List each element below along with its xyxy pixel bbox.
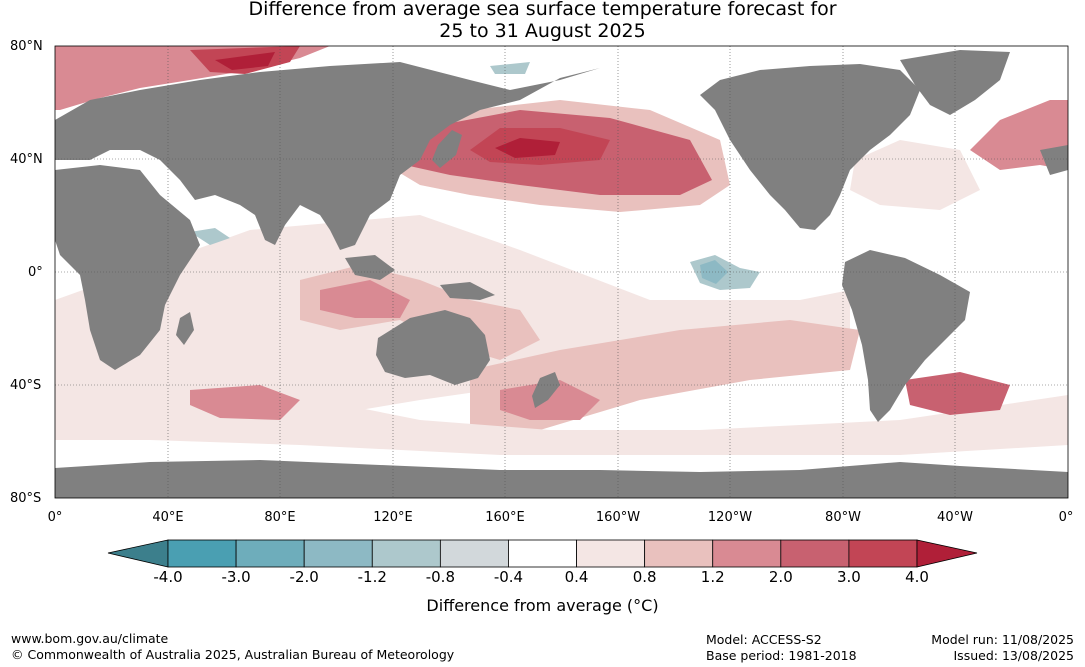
land-south-america xyxy=(842,250,970,422)
warm-anomaly-south-indian xyxy=(190,385,300,420)
warm-anomaly-tasman xyxy=(500,380,600,420)
land-eurasia xyxy=(55,62,600,250)
land-europe-north xyxy=(1040,145,1068,175)
colorbar-tick: -1.2 xyxy=(357,568,387,586)
lon-label-40w: 40°W xyxy=(937,510,973,525)
colorbar-swatches xyxy=(167,539,918,568)
colorbar-swatch xyxy=(235,539,305,568)
colorbar-swatch xyxy=(167,539,237,568)
colorbar-swatch xyxy=(303,539,373,568)
land-australia xyxy=(376,310,490,385)
colorbar-swatch xyxy=(576,539,646,568)
lat-label-0: 0° xyxy=(28,265,43,280)
land-new-guinea xyxy=(440,282,495,300)
anomaly-shading xyxy=(55,46,1068,455)
colorbar-swatch xyxy=(644,539,714,568)
lat-label-80s: 80°S xyxy=(10,491,42,506)
colorbar-right-extension xyxy=(916,539,978,568)
lon-label-80w: 80°W xyxy=(825,510,861,525)
colorbar-tick: -3.0 xyxy=(221,568,251,586)
warm-anomaly-north-pacific-peak xyxy=(495,138,560,158)
land-masses xyxy=(55,50,1068,498)
warm-anomaly-barents-core xyxy=(215,52,275,70)
chart-title: Difference from average sea surface temp… xyxy=(0,0,1085,42)
colorbar-tick: -0.4 xyxy=(493,568,524,586)
land-indonesia xyxy=(345,255,395,280)
colorbar-swatch xyxy=(848,539,918,568)
footer-issued: Issued: 13/08/2025 xyxy=(953,648,1075,663)
footer-website: www.bom.gov.au/climate xyxy=(11,631,169,646)
colorbar-swatch xyxy=(508,539,577,568)
lon-label-120e: 120°E xyxy=(373,510,413,525)
lon-label-120w: 120°W xyxy=(707,510,753,525)
footer-base-period: Base period: 1981-2018 xyxy=(706,648,857,663)
land-antarctica xyxy=(55,460,1068,498)
cool-anomaly-central-pacific-core xyxy=(700,260,728,284)
colorbar-tick: -4.0 xyxy=(153,568,183,586)
footer-model: Model: ACCESS-S2 xyxy=(706,632,822,647)
colorbar-swatch xyxy=(439,539,509,568)
lon-label-0-east: 0° xyxy=(1058,510,1074,525)
colorbar-tick: 0.8 xyxy=(632,568,657,586)
footer-model-run: Model run: 11/08/2025 xyxy=(931,632,1074,647)
warm-anomaly-south-atlantic xyxy=(905,372,1010,415)
land-africa xyxy=(55,165,200,370)
land-north-america xyxy=(700,64,920,230)
title-line-2: 25 to 31 August 2025 xyxy=(439,20,646,42)
title-line-1: Difference from average sea surface temp… xyxy=(248,0,837,20)
colorbar-tick: -2.0 xyxy=(289,568,319,586)
colorbar-tick: -0.8 xyxy=(425,568,455,586)
warm-anomaly-north-atlantic-light xyxy=(850,140,980,210)
colorbar-tick: 1.2 xyxy=(700,568,725,586)
colorbar-left-extension xyxy=(107,539,169,568)
colorbar-title: Difference from average (°C) xyxy=(426,596,659,615)
colorbar-tick: 3.0 xyxy=(836,568,861,586)
map-frame xyxy=(54,45,1069,499)
lon-label-160w: 160°W xyxy=(595,510,641,525)
colorbar-tick: 4.0 xyxy=(905,568,929,586)
colorbar-swatch xyxy=(780,539,850,568)
lon-label-160e: 160°E xyxy=(485,510,525,525)
lat-label-40s: 40°S xyxy=(10,378,42,393)
cool-anomaly-arctic xyxy=(490,62,530,74)
warm-anomaly-southern-ocean xyxy=(55,380,1068,455)
colorbar-tick: 0.4 xyxy=(564,568,589,586)
colorbar-tick: 2.0 xyxy=(768,568,793,586)
cool-anomaly-arabian xyxy=(190,228,230,245)
land-japan xyxy=(432,130,462,168)
land-new-zealand xyxy=(532,372,560,408)
graticule xyxy=(55,46,1068,498)
lat-label-80n: 80°N xyxy=(10,39,43,54)
lon-label-0-west: 0° xyxy=(47,510,63,525)
lon-label-40e: 40°E xyxy=(152,510,184,525)
lat-label-40n: 40°N xyxy=(10,152,43,167)
colorbar-swatch xyxy=(371,539,441,568)
lon-label-80e: 80°E xyxy=(264,510,296,525)
colorbar-swatch xyxy=(712,539,782,568)
footer-copyright: © Commonwealth of Australia 2025, Austra… xyxy=(11,647,455,662)
land-madagascar xyxy=(176,312,194,345)
warm-anomaly-maritime-core xyxy=(320,280,410,318)
